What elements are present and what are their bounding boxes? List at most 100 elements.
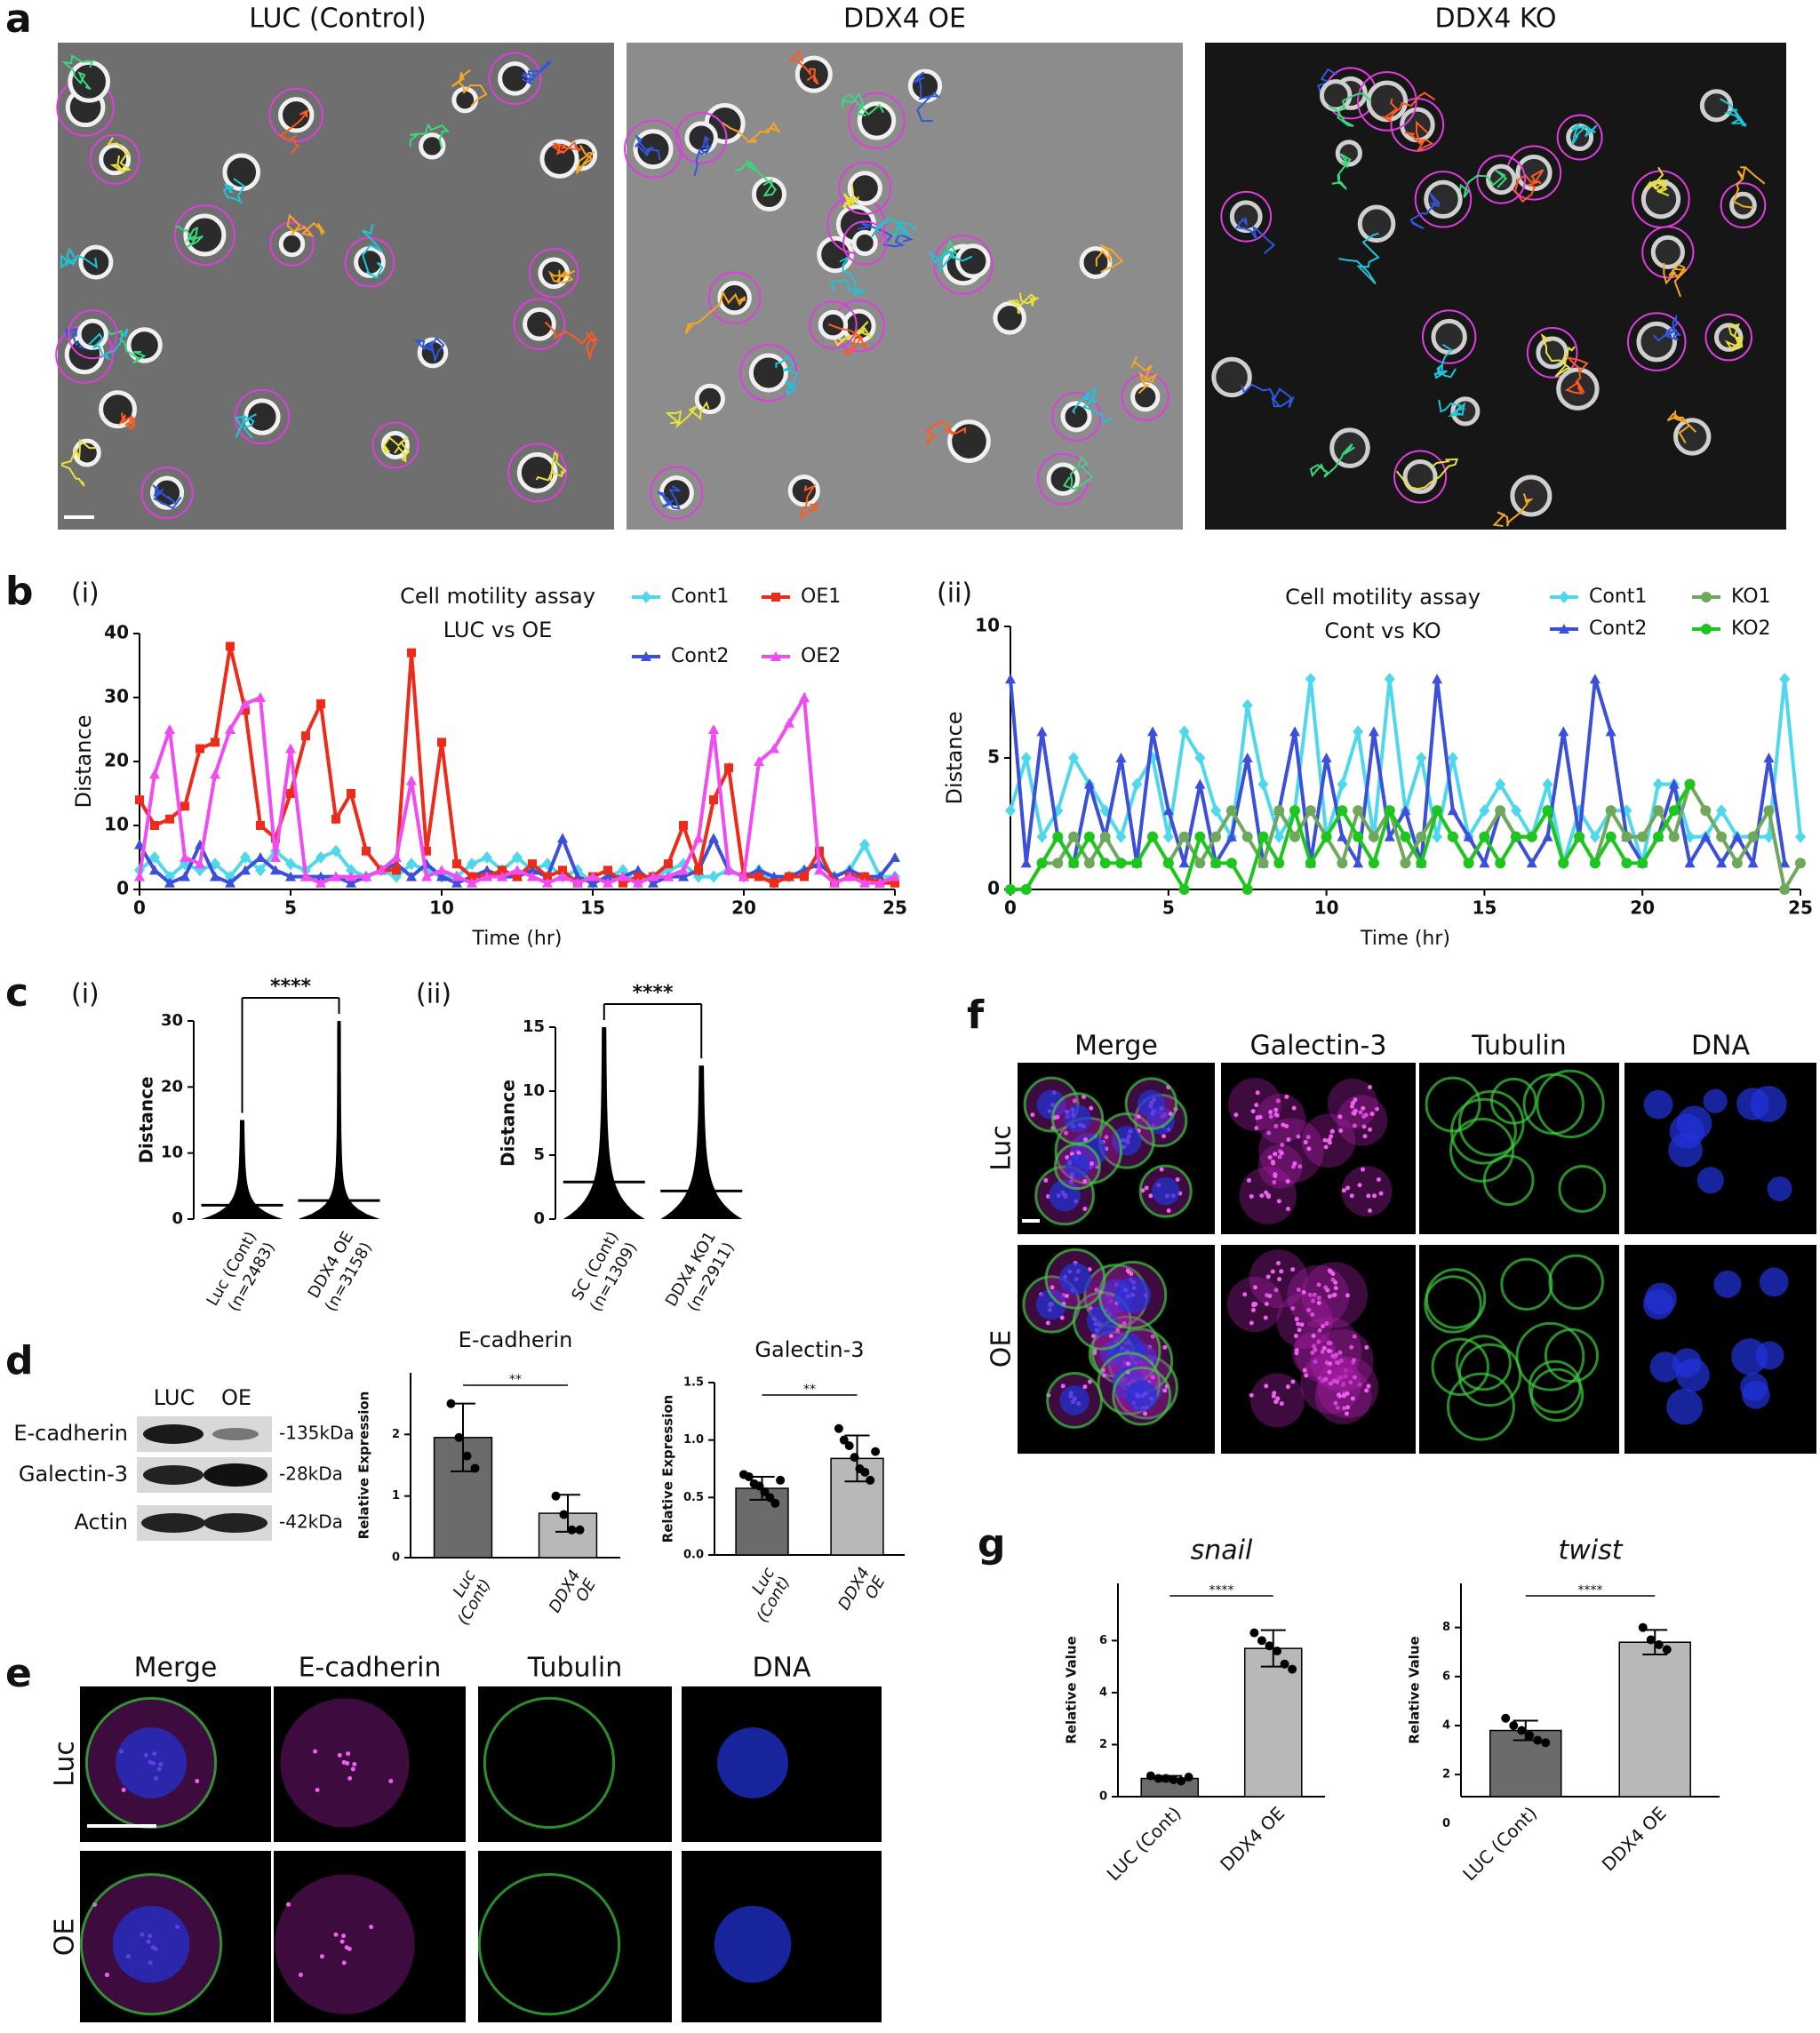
point — [1668, 831, 1680, 842]
panel-letter: c — [5, 970, 28, 1016]
stain — [1034, 1165, 1095, 1226]
stain — [1273, 1152, 1278, 1157]
stain — [1104, 1135, 1109, 1140]
point — [1020, 752, 1032, 764]
legend-marker — [641, 651, 651, 661]
stain — [1353, 1097, 1358, 1103]
stain — [1280, 1143, 1285, 1148]
stain — [1138, 1164, 1193, 1218]
stain — [337, 1752, 342, 1758]
stain — [1264, 1302, 1269, 1307]
x-tick-label: 20 — [731, 897, 756, 919]
point — [1716, 804, 1728, 817]
cell — [516, 452, 558, 493]
stain — [121, 1788, 126, 1793]
point — [1068, 752, 1080, 764]
stain — [1351, 1358, 1356, 1363]
point — [1020, 884, 1032, 895]
point — [406, 871, 417, 881]
chart-subtitle: LUC vs OE — [443, 618, 553, 642]
dot-cloud — [563, 1027, 645, 1219]
cell — [955, 243, 991, 279]
point — [452, 859, 461, 869]
point — [1526, 857, 1537, 868]
stain — [1277, 1277, 1282, 1282]
cell — [857, 101, 897, 140]
chart-title: E-cadherin — [459, 1327, 573, 1352]
point — [196, 744, 204, 753]
point — [1052, 831, 1064, 842]
cell-track — [1492, 493, 1534, 527]
cell — [684, 121, 718, 155]
cell — [183, 213, 227, 257]
track-marker — [1421, 309, 1477, 364]
cell-track — [1395, 458, 1459, 490]
micrograph — [1205, 43, 1786, 530]
point — [871, 1447, 881, 1456]
cell — [1229, 200, 1263, 234]
blot-band — [204, 1513, 267, 1533]
point — [587, 877, 598, 888]
point — [1210, 831, 1222, 842]
subpanel-label: (i) — [71, 578, 100, 610]
stain — [1268, 1109, 1273, 1114]
stain — [315, 1788, 320, 1793]
point — [1574, 831, 1585, 842]
stain — [1291, 1105, 1297, 1111]
legend-label: Cont1 — [671, 586, 729, 608]
stain — [1254, 1103, 1259, 1108]
track-marker — [234, 388, 291, 445]
cell-track — [665, 401, 710, 429]
stain — [1275, 1098, 1281, 1104]
stain — [1129, 1272, 1134, 1277]
point — [467, 872, 476, 881]
stain — [1257, 1144, 1303, 1189]
point — [1052, 857, 1064, 869]
stain — [1159, 1167, 1164, 1172]
point — [240, 865, 251, 875]
cell — [68, 60, 111, 103]
point — [270, 865, 281, 875]
stain — [1352, 1334, 1357, 1339]
point — [392, 865, 401, 875]
point — [1194, 752, 1206, 764]
stain — [1175, 1177, 1180, 1183]
point — [1162, 805, 1174, 816]
legend-marker — [1701, 592, 1712, 602]
x-tick-label: 5 — [284, 897, 297, 919]
cell — [76, 318, 108, 350]
stain — [1072, 1098, 1077, 1104]
point — [240, 698, 251, 709]
point — [1589, 830, 1600, 843]
point — [1747, 831, 1759, 842]
cell-track — [1331, 153, 1352, 190]
cell — [419, 132, 446, 160]
point — [708, 724, 719, 734]
point — [437, 737, 446, 747]
stain — [1313, 1347, 1318, 1352]
point — [512, 865, 523, 875]
point — [316, 699, 325, 709]
point — [1305, 857, 1316, 869]
dot-cloud — [298, 1021, 380, 1219]
dot-cloud — [660, 1065, 743, 1219]
point — [1178, 725, 1190, 738]
y-tick-label: 15 — [523, 1017, 545, 1036]
point — [866, 1475, 875, 1485]
stain — [477, 1872, 621, 2016]
point — [1795, 830, 1806, 843]
y-tick-label: 5 — [987, 746, 1000, 768]
track-marker — [809, 300, 858, 349]
point — [331, 814, 340, 824]
y-axis-label: Relative Value — [1064, 1636, 1080, 1743]
y-axis-label: Distance — [136, 1076, 157, 1163]
blot-band — [143, 1465, 204, 1485]
stain — [1059, 1385, 1090, 1415]
point — [286, 789, 295, 798]
stain — [1345, 1391, 1350, 1396]
point — [1147, 831, 1159, 842]
stain — [1341, 1381, 1346, 1386]
point — [723, 865, 734, 875]
stain — [1263, 1315, 1268, 1320]
point — [1115, 830, 1127, 843]
